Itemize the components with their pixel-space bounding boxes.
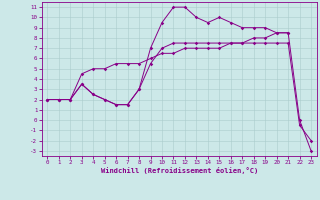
X-axis label: Windchill (Refroidissement éolien,°C): Windchill (Refroidissement éolien,°C) [100,167,258,174]
